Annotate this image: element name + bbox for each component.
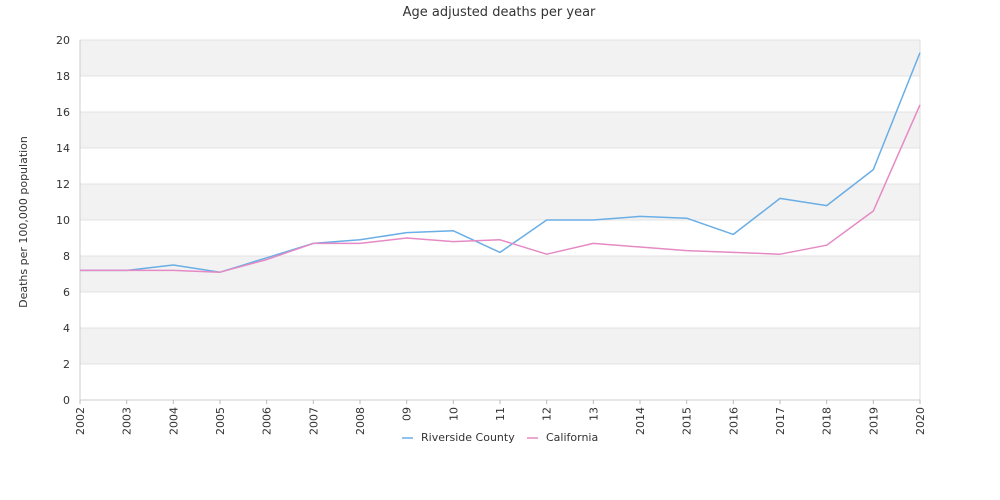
grid-bands <box>80 40 920 400</box>
x-tick-label: 12 <box>541 407 554 421</box>
x-tick-label: 10 <box>447 407 460 421</box>
x-tick-label: 2016 <box>727 407 740 435</box>
y-tick-label: 8 <box>63 250 70 263</box>
series-lines <box>80 52 921 273</box>
y-tick-label: 0 <box>63 394 70 407</box>
y-tick-label: 14 <box>56 142 70 155</box>
grid-band <box>80 292 920 328</box>
x-tick-label: 2003 <box>121 407 134 435</box>
x-tick-label: 09 <box>401 407 414 421</box>
y-tick-label: 6 <box>63 286 70 299</box>
y-tick-label: 10 <box>56 214 70 227</box>
y-tick-label: 4 <box>63 322 70 335</box>
legend-item: Riverside County <box>402 431 515 444</box>
y-tick-label: 2 <box>63 358 70 371</box>
x-tick-label: 2018 <box>821 407 834 435</box>
legend-item: California <box>527 431 598 444</box>
grid-band <box>80 148 920 184</box>
y-tick-label: 16 <box>56 106 70 119</box>
series-line-california <box>80 104 921 273</box>
x-tick-label: 2017 <box>774 407 787 435</box>
x-tick-label: 2019 <box>867 407 880 435</box>
x-tick-label: 2006 <box>261 407 274 435</box>
legend-label: Riverside County <box>421 431 515 444</box>
x-tick-label: 2015 <box>681 407 694 435</box>
grid-band <box>80 40 920 76</box>
x-tick-label: 11 <box>494 407 507 421</box>
y-tick-label: 18 <box>56 70 70 83</box>
x-tick-label: 2014 <box>634 407 647 435</box>
grid-band <box>80 112 920 148</box>
legend: Riverside County California <box>402 431 598 444</box>
grid-band <box>80 184 920 220</box>
y-tick-label: 20 <box>56 34 70 47</box>
y-axis-title: Deaths per 100,000 population <box>17 136 30 308</box>
grid-band <box>80 76 920 112</box>
x-tick-label: 2005 <box>214 407 227 435</box>
x-axis-ticks: 2002 2003 2004 2005 2006 2007 2008 09 10 11 12 13 20… <box>74 400 927 435</box>
grid-band <box>80 364 920 400</box>
x-tick-label: 2020 <box>914 407 927 435</box>
x-tick-label: 2004 <box>167 407 180 435</box>
x-tick-label: 2008 <box>354 407 367 435</box>
grid-band <box>80 256 920 292</box>
grid-band <box>80 220 920 256</box>
y-axis-ticks: 0 2 4 6 8 10 12 14 16 18 20 <box>56 34 70 407</box>
chart-title: Age adjusted deaths per year <box>403 5 596 20</box>
x-tick-label: 2007 <box>307 407 320 435</box>
y-tick-label: 12 <box>56 178 70 191</box>
legend-label: California <box>546 431 598 444</box>
grid-band <box>80 328 920 364</box>
x-tick-label: 2002 <box>74 407 87 435</box>
x-tick-label: 13 <box>587 407 600 421</box>
